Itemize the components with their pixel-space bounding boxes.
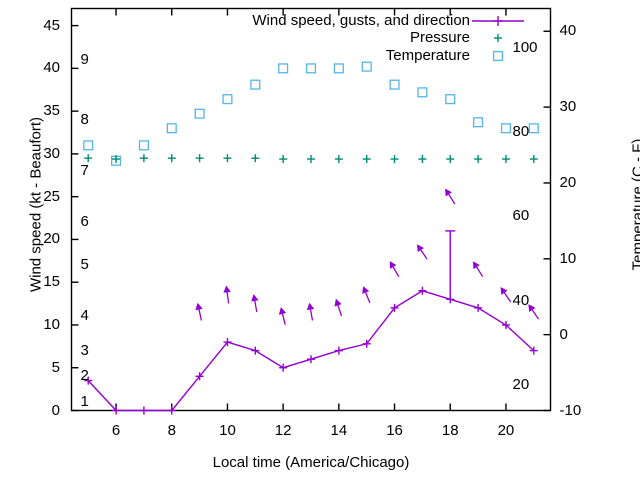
xtick-3: 12 — [274, 421, 292, 439]
ytick-3: 15 — [43, 273, 60, 291]
wind-series — [84, 230, 538, 415]
beau-8: 9 — [80, 50, 89, 68]
beau-2: 3 — [80, 341, 89, 359]
beau-3: 4 — [80, 307, 89, 325]
fahr-4: 100 — [512, 38, 538, 56]
rtick-4: 30 — [559, 98, 577, 116]
xtick-1: 8 — [167, 421, 176, 439]
beau-4: 5 — [80, 256, 89, 274]
rtick-0: -10 — [559, 401, 582, 419]
pressure-series — [84, 154, 538, 164]
ytick-2: 10 — [43, 315, 60, 333]
rtick-5: 40 — [559, 22, 577, 40]
xtick-7: 20 — [497, 421, 515, 439]
ytick-0: 0 — [51, 401, 60, 419]
ytick-4: 20 — [43, 230, 60, 248]
fahr-1: 40 — [512, 292, 530, 310]
temperature-series — [83, 61, 539, 166]
ytick-6: 30 — [43, 144, 60, 162]
wind-direction-arrows — [195, 188, 540, 325]
x-axis-title: Local time (America/Chicago) — [212, 454, 410, 471]
xtick-6: 18 — [441, 421, 459, 439]
beau-5: 6 — [80, 213, 89, 231]
legend-markers — [472, 16, 524, 62]
beau-6: 7 — [80, 162, 89, 179]
xtick-0: 6 — [111, 421, 121, 439]
plot-frame — [70, 7, 552, 412]
ytick-1: 5 — [51, 358, 60, 376]
legend-label-wind: Wind speed, gusts, and direction — [252, 12, 470, 29]
rtick-2: 10 — [559, 249, 577, 267]
ytick-5: 25 — [43, 187, 60, 205]
rtick-1: 0 — [559, 325, 568, 343]
xtick-4: 14 — [330, 421, 348, 439]
ytick-7: 35 — [43, 102, 60, 120]
axis-ticks — [71, 8, 551, 412]
xtick-5: 16 — [386, 421, 403, 439]
fahr-3: 80 — [512, 123, 530, 141]
legend-label-temperature: Temperature — [385, 47, 470, 64]
beau-7: 8 — [80, 110, 89, 128]
beau-0: 1 — [80, 392, 89, 410]
fahr-0: 20 — [512, 376, 530, 394]
beau-1: 2 — [80, 367, 89, 385]
xtick-2: 10 — [219, 421, 236, 439]
rtick-3: 20 — [559, 173, 577, 191]
ytick-8: 40 — [43, 59, 60, 77]
ytick-9: 45 — [43, 16, 60, 34]
y2-axis-title: Temperature (C - F) — [629, 138, 640, 271]
legend-label-pressure: Pressure — [409, 29, 470, 46]
fahr-2: 60 — [512, 207, 530, 225]
